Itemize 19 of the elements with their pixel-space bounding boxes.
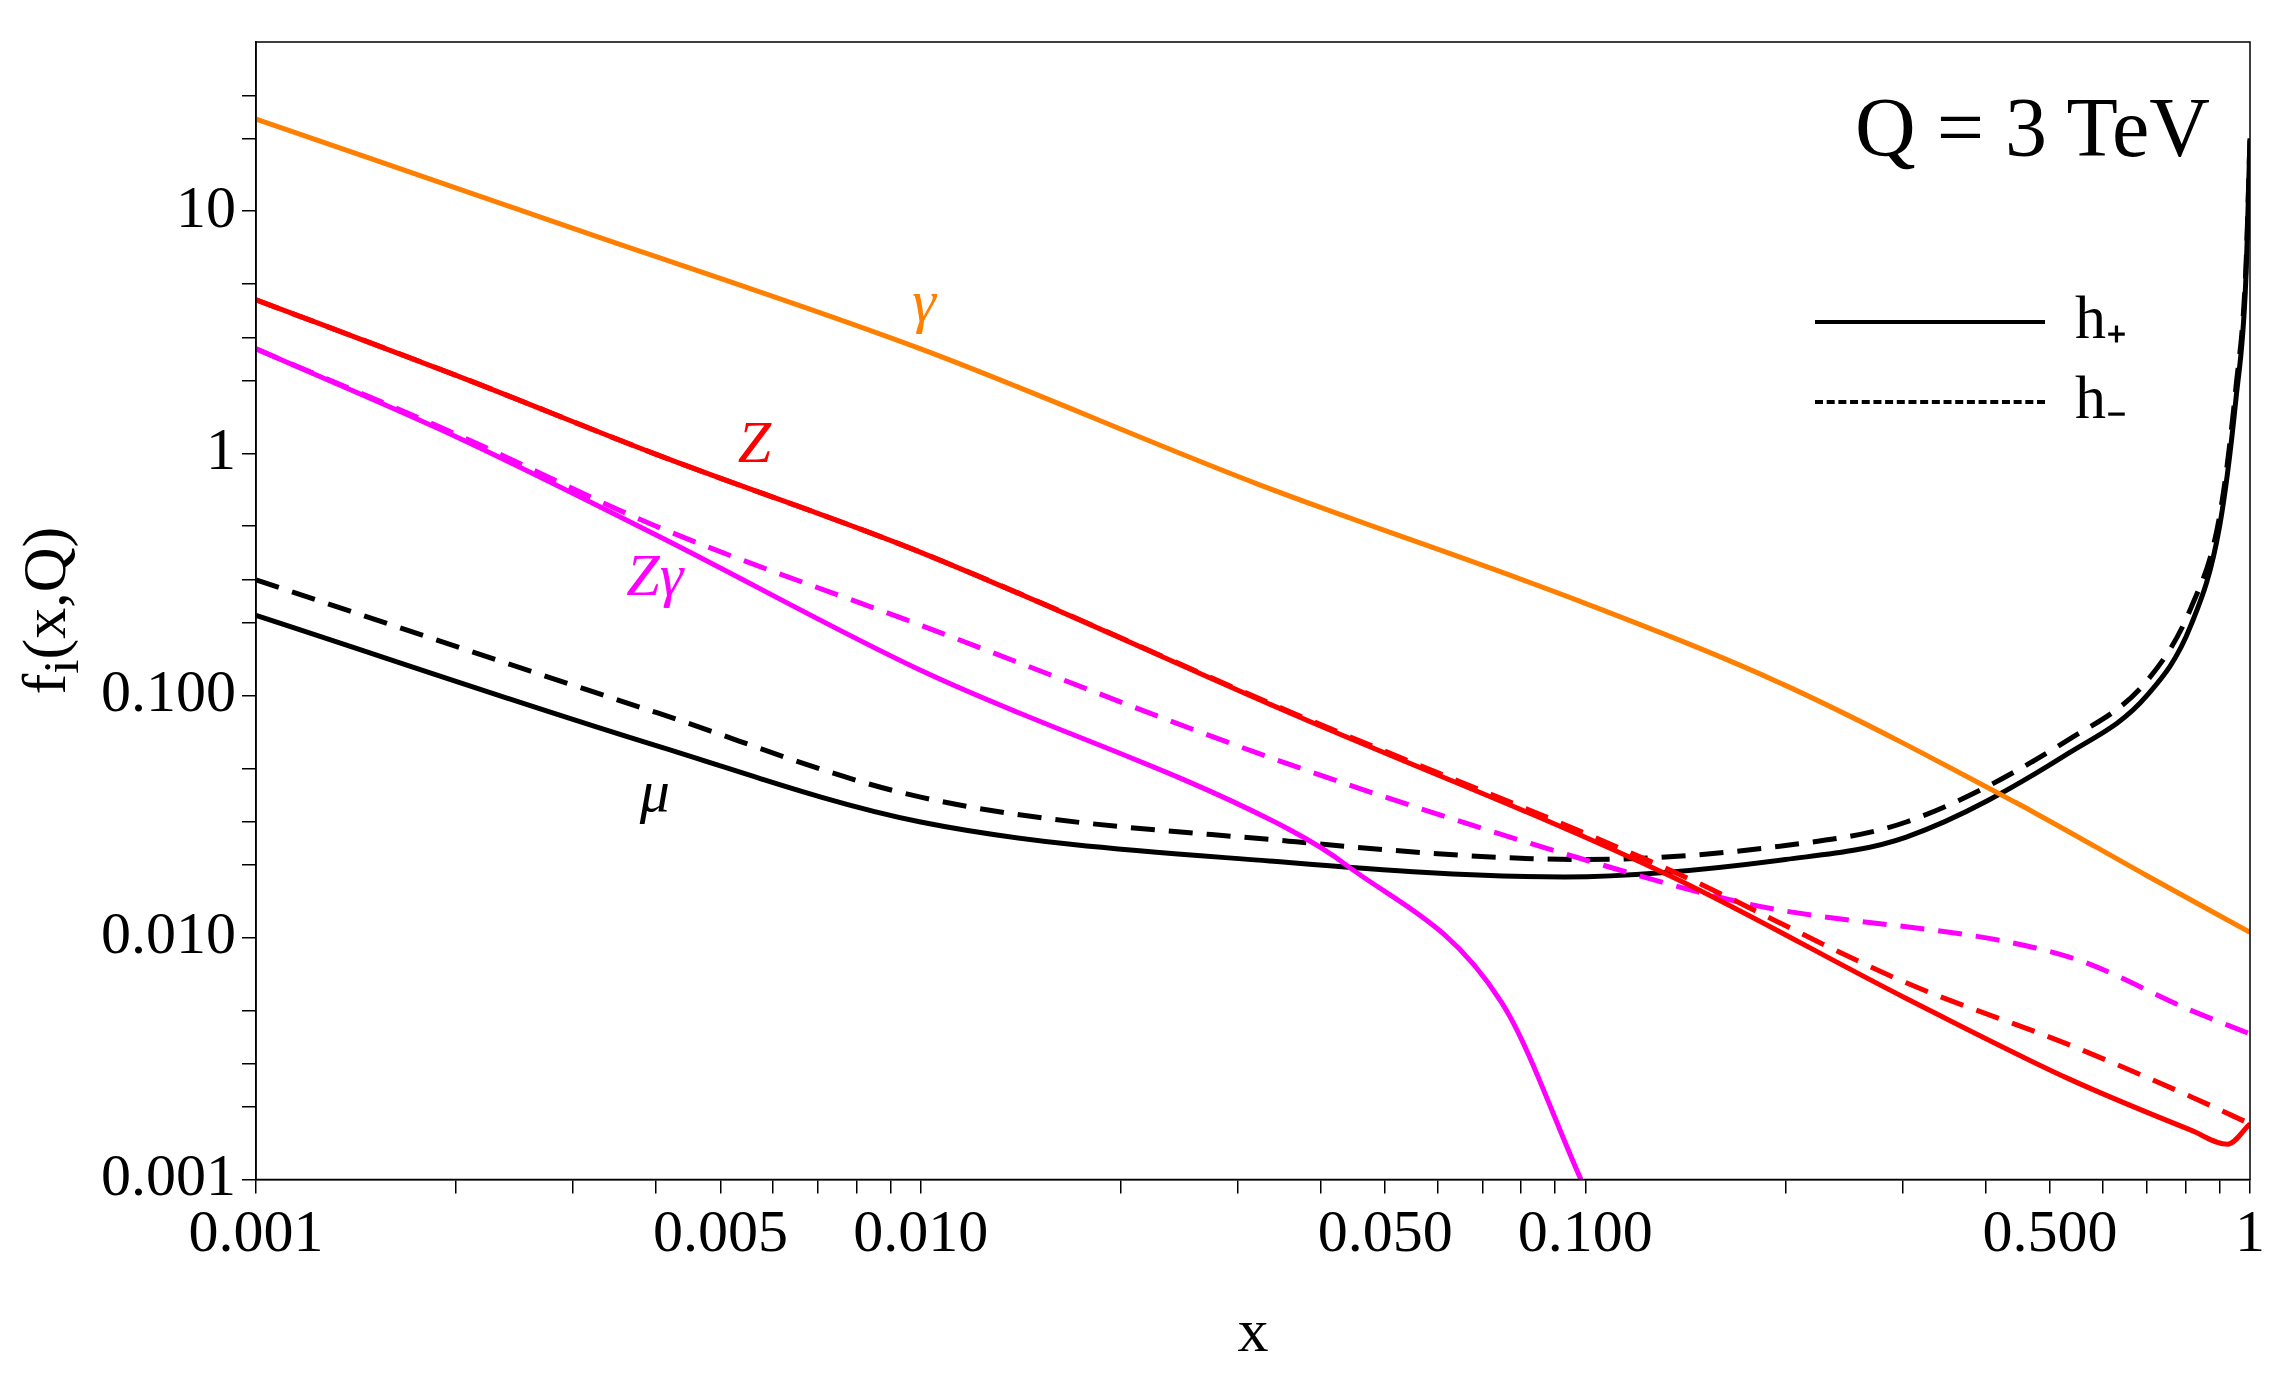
x-tick-label: 1 — [2235, 1198, 2265, 1265]
x-tick-label: 0.010 — [853, 1198, 989, 1265]
x-axis-title: x — [1237, 1296, 1269, 1365]
annotation: h₊ — [2075, 283, 2127, 352]
y-tick-label: 0.010 — [101, 900, 236, 967]
x-tick-label: 0.500 — [1982, 1198, 2118, 1265]
x-tick-label: 0.005 — [653, 1198, 789, 1265]
series-label: Zγ — [626, 542, 685, 609]
series-label: γ — [912, 267, 938, 334]
y-tick-label: 10 — [176, 173, 236, 240]
series-label: μ — [638, 757, 670, 824]
y-tick-label: 1 — [206, 416, 236, 483]
y-tick-label: 0.100 — [101, 658, 236, 725]
series-label: Z — [737, 408, 772, 475]
annotation: Q = 3 TeV — [1855, 81, 2210, 175]
x-tick-label: 0.100 — [1517, 1198, 1653, 1265]
y-tick-label: 0.001 — [101, 1142, 236, 1209]
x-tick-label: 0.050 — [1317, 1198, 1453, 1265]
annotation: h₋ — [2075, 363, 2127, 432]
